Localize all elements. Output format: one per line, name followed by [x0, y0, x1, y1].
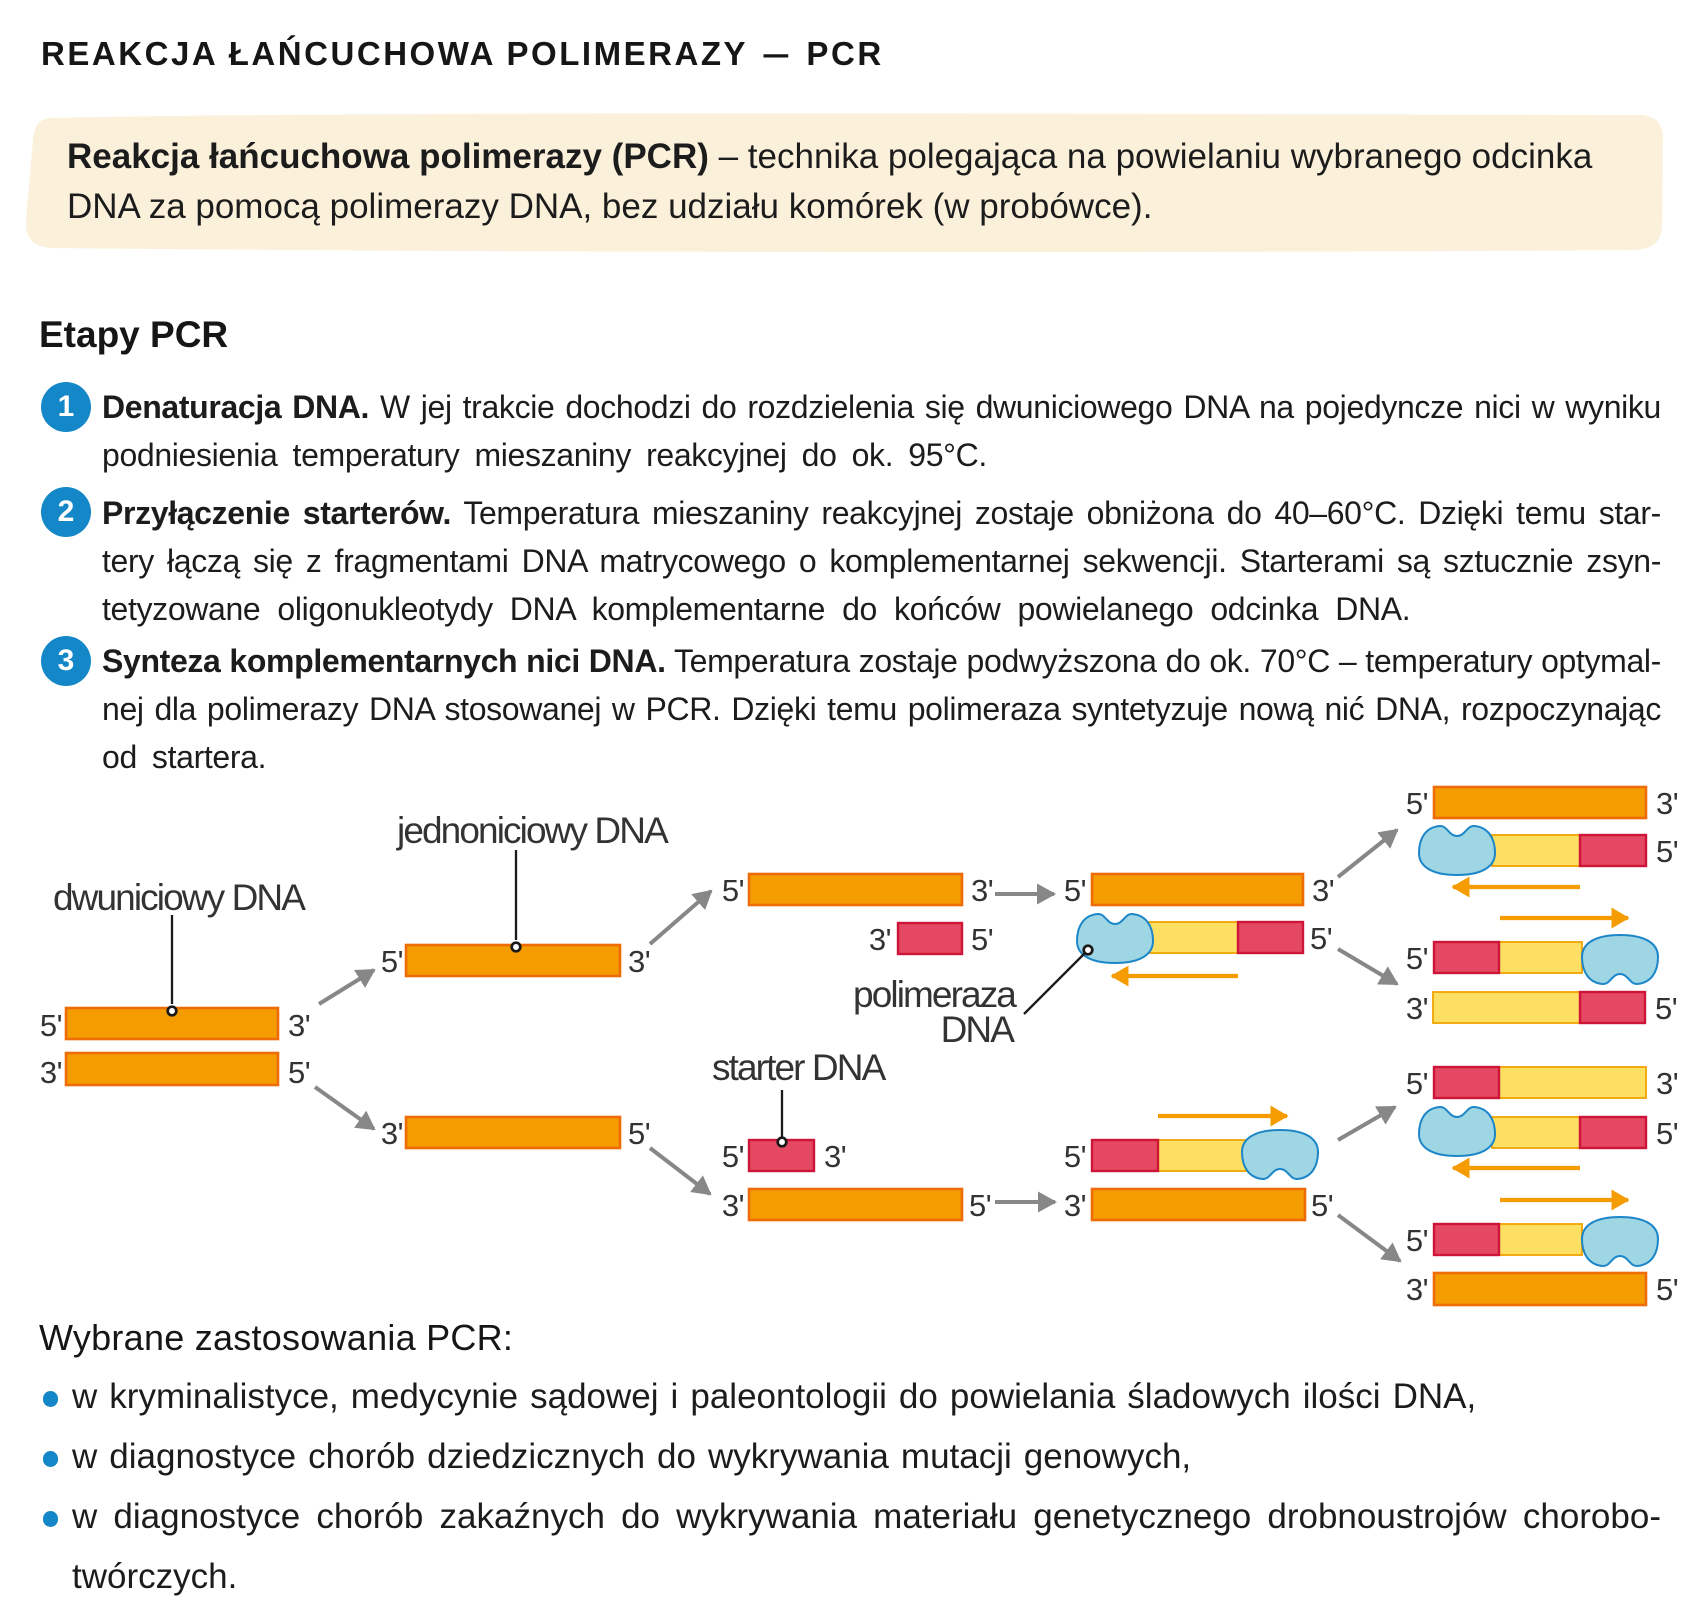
svg-text:3': 3'	[1064, 1188, 1086, 1223]
svg-text:5': 5'	[1406, 786, 1428, 821]
svg-text:dwuniciowy DNA: dwuniciowy DNA	[53, 877, 306, 918]
svg-text:5': 5'	[288, 1055, 310, 1090]
svg-text:3': 3'	[971, 873, 993, 908]
svg-text:5': 5'	[1406, 1066, 1428, 1101]
svg-text:5': 5'	[1310, 921, 1332, 956]
svg-text:5': 5'	[969, 1188, 991, 1223]
svg-text:3': 3'	[1656, 1066, 1678, 1101]
svg-text:5': 5'	[1311, 1188, 1333, 1223]
svg-text:3': 3'	[288, 1008, 310, 1043]
svg-text:5': 5'	[1064, 873, 1086, 908]
svg-text:5': 5'	[1406, 941, 1428, 976]
svg-text:starter DNA: starter DNA	[712, 1047, 887, 1088]
svg-text:5': 5'	[1656, 834, 1678, 869]
svg-text:3': 3'	[381, 1116, 403, 1151]
svg-text:5': 5'	[1655, 991, 1677, 1026]
svg-text:3': 3'	[1406, 1272, 1428, 1307]
svg-text:3': 3'	[722, 1188, 744, 1223]
svg-text:jednoniciowy DNA: jednoniciowy DNA	[396, 810, 669, 851]
svg-text:5': 5'	[1064, 1139, 1086, 1174]
svg-text:3': 3'	[40, 1055, 62, 1090]
svg-text:5': 5'	[1656, 1116, 1678, 1151]
svg-text:3': 3'	[1312, 873, 1334, 908]
svg-text:5': 5'	[381, 944, 403, 979]
svg-text:5': 5'	[1656, 1272, 1678, 1307]
svg-text:5': 5'	[722, 873, 744, 908]
svg-text:5': 5'	[722, 1139, 744, 1174]
svg-text:polimeraza: polimeraza	[853, 974, 1017, 1015]
svg-text:5': 5'	[628, 1116, 650, 1151]
svg-text:DNA: DNA	[941, 1009, 1016, 1050]
svg-text:5': 5'	[971, 922, 993, 957]
svg-text:5': 5'	[40, 1008, 62, 1043]
svg-text:3': 3'	[824, 1139, 846, 1174]
svg-text:3': 3'	[1406, 991, 1428, 1026]
svg-text:3': 3'	[869, 922, 891, 957]
svg-text:3': 3'	[628, 944, 650, 979]
svg-text:5': 5'	[1406, 1223, 1428, 1258]
svg-text:3': 3'	[1656, 786, 1678, 821]
